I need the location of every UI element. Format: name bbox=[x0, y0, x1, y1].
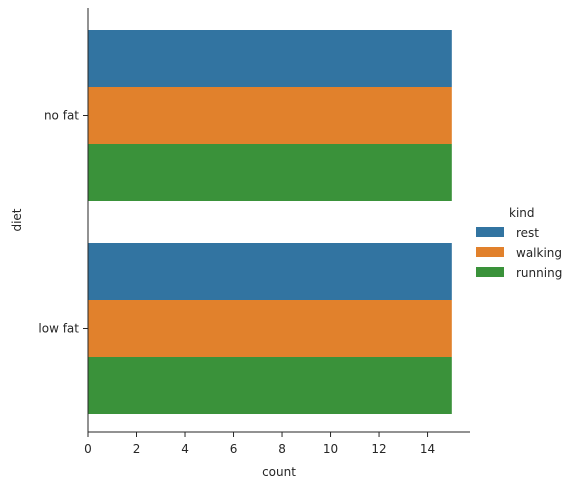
bar-no-fat-walking bbox=[88, 87, 452, 144]
legend: kind rest walking running bbox=[476, 206, 562, 280]
legend-label-running: running bbox=[516, 266, 562, 280]
legend-title: kind bbox=[509, 206, 535, 220]
legend-swatch-running bbox=[476, 267, 504, 277]
x-tick-label: 0 bbox=[84, 442, 92, 456]
legend-label-walking: walking bbox=[516, 246, 562, 260]
bar-no-fat-running bbox=[88, 144, 452, 201]
bar-low-fat-walking bbox=[88, 300, 452, 357]
x-tick-label: 2 bbox=[133, 442, 141, 456]
bar-no-fat-rest bbox=[88, 30, 452, 87]
y-tick-label: low fat bbox=[38, 322, 79, 336]
x-axis-label: count bbox=[262, 465, 296, 479]
legend-swatch-rest bbox=[476, 227, 504, 237]
y-axis-label: diet bbox=[10, 208, 24, 231]
x-tick-label: 6 bbox=[230, 442, 238, 456]
bar-low-fat-running bbox=[88, 357, 452, 414]
x-tick-label: 14 bbox=[420, 442, 435, 456]
x-tick-label: 12 bbox=[371, 442, 386, 456]
x-tick-label: 4 bbox=[181, 442, 189, 456]
bar-low-fat-rest bbox=[88, 243, 452, 300]
x-ticks: 0 2 4 6 8 10 12 14 bbox=[84, 432, 435, 456]
legend-label-rest: rest bbox=[516, 226, 539, 240]
x-tick-label: 10 bbox=[323, 442, 338, 456]
legend-swatch-walking bbox=[476, 247, 504, 257]
x-tick-label: 8 bbox=[278, 442, 286, 456]
bars-layer bbox=[88, 30, 452, 414]
y-tick-label: no fat bbox=[44, 109, 79, 123]
y-ticks: no fat low fat bbox=[38, 109, 88, 336]
